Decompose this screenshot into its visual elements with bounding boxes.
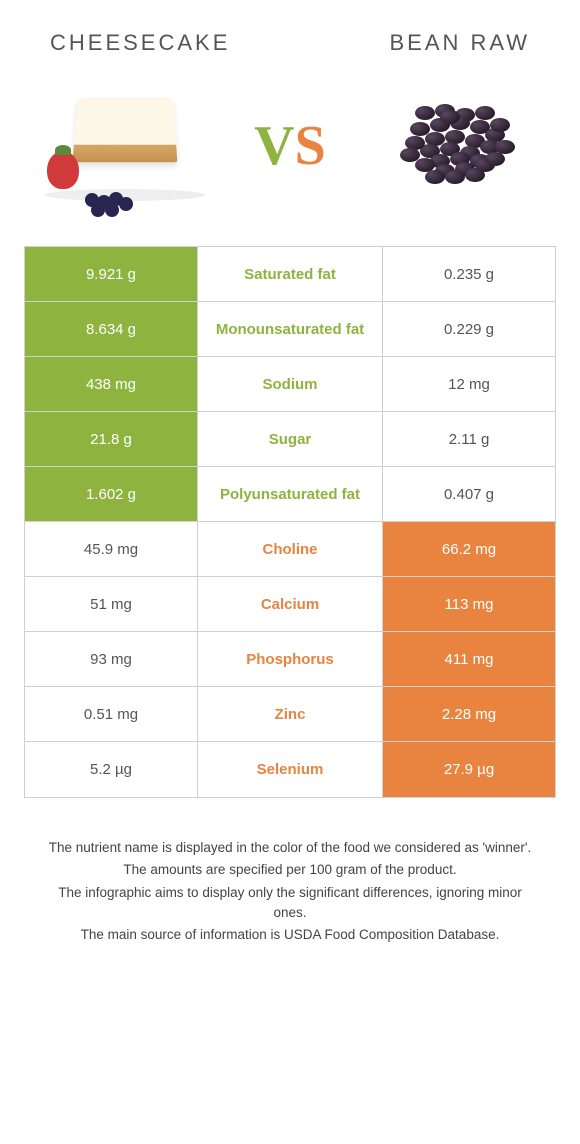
footer-line: The amounts are specified per 100 gram o… — [40, 860, 540, 880]
nutrient-label: Selenium — [197, 742, 383, 797]
table-row: 45.9 mgCholine66.2 mg — [25, 522, 555, 577]
beans-image — [375, 96, 535, 196]
footer-line: The nutrient name is displayed in the co… — [40, 838, 540, 858]
cheesecake-image — [45, 91, 205, 201]
left-value: 8.634 g — [25, 302, 197, 356]
table-row: 1.602 gPolyunsaturated fat0.407 g — [25, 467, 555, 522]
comparison-table: 9.921 gSaturated fat0.235 g8.634 gMonoun… — [24, 246, 556, 798]
vs-v-letter: V — [254, 115, 294, 177]
footer-line: The infographic aims to display only the… — [40, 883, 540, 924]
right-value: 27.9 µg — [383, 742, 555, 797]
right-value: 66.2 mg — [383, 522, 555, 576]
nutrient-label: Saturated fat — [197, 247, 383, 301]
header-row: CHEESECAKE BEAN RAW — [20, 30, 560, 56]
left-value: 438 mg — [25, 357, 197, 411]
right-value: 0.407 g — [383, 467, 555, 521]
left-value: 0.51 mg — [25, 687, 197, 741]
vs-s-letter: S — [295, 115, 326, 177]
left-food-title: CHEESECAKE — [50, 30, 230, 56]
right-value: 0.229 g — [383, 302, 555, 356]
left-value: 5.2 µg — [25, 742, 197, 797]
table-row: 21.8 gSugar2.11 g — [25, 412, 555, 467]
table-row: 8.634 gMonounsaturated fat0.229 g — [25, 302, 555, 357]
left-value: 45.9 mg — [25, 522, 197, 576]
right-value: 0.235 g — [383, 247, 555, 301]
right-value: 2.11 g — [383, 412, 555, 466]
images-row: VS — [20, 86, 560, 206]
left-value: 9.921 g — [25, 247, 197, 301]
nutrient-label: Polyunsaturated fat — [197, 467, 383, 521]
table-row: 51 mgCalcium113 mg — [25, 577, 555, 632]
table-row: 438 mgSodium12 mg — [25, 357, 555, 412]
left-value: 51 mg — [25, 577, 197, 631]
table-row: 5.2 µgSelenium27.9 µg — [25, 742, 555, 797]
right-value: 411 mg — [383, 632, 555, 686]
left-value: 93 mg — [25, 632, 197, 686]
left-value: 1.602 g — [25, 467, 197, 521]
nutrient-label: Sugar — [197, 412, 383, 466]
right-food-title: BEAN RAW — [389, 30, 530, 56]
footer-line: The main source of information is USDA F… — [40, 925, 540, 945]
table-row: 0.51 mgZinc2.28 mg — [25, 687, 555, 742]
vs-badge: VS — [254, 114, 326, 178]
table-row: 93 mgPhosphorus411 mg — [25, 632, 555, 687]
nutrient-label: Phosphorus — [197, 632, 383, 686]
nutrient-label: Sodium — [197, 357, 383, 411]
left-value: 21.8 g — [25, 412, 197, 466]
right-value: 2.28 mg — [383, 687, 555, 741]
nutrient-label: Monounsaturated fat — [197, 302, 383, 356]
right-value: 12 mg — [383, 357, 555, 411]
nutrient-label: Zinc — [197, 687, 383, 741]
footer-notes: The nutrient name is displayed in the co… — [20, 838, 560, 945]
nutrient-label: Choline — [197, 522, 383, 576]
right-value: 113 mg — [383, 577, 555, 631]
nutrient-label: Calcium — [197, 577, 383, 631]
table-row: 9.921 gSaturated fat0.235 g — [25, 247, 555, 302]
